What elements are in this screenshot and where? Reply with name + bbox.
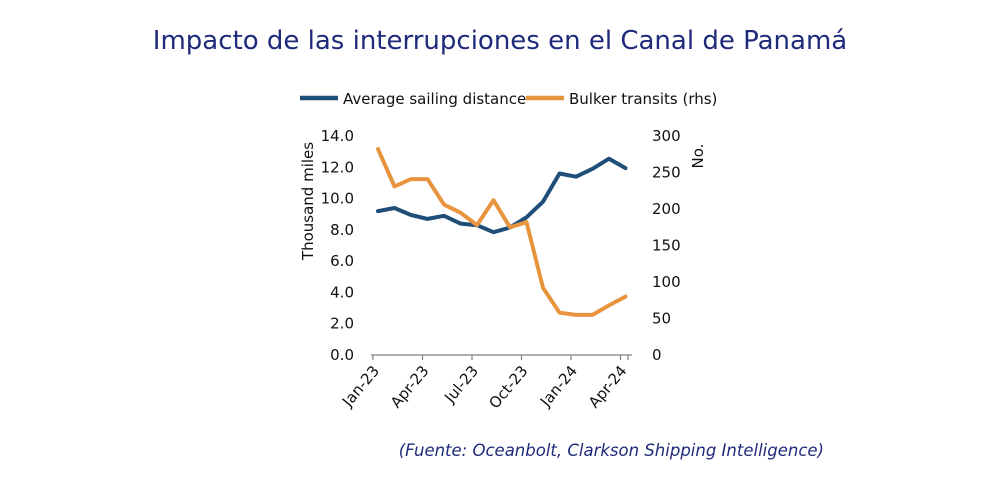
y-left-tick-label: 14.0 [321,127,354,145]
y-right-tick-label: 0 [652,346,662,364]
x-tick-label: Jan-23 [338,362,383,411]
y-left-tick-labels: 0.0 2.0 4.0 6.0 8.0 10.0 12.0 14.0 [321,127,354,364]
y-right-tick-label: 150 [652,237,681,255]
series-line-avg-sailing-distance [376,156,628,235]
y-left-tick-label: 6.0 [330,252,354,270]
source-note: (Fuente: Oceanbolt, Clarkson Shipping In… [398,441,824,460]
y-left-tick-label: 4.0 [330,283,354,301]
legend-label-bulker-transits: Bulker transits (rhs) [569,90,717,108]
series-line-bulker-transits [376,147,628,317]
x-axis-ticks [372,355,629,360]
y-right-tick-label: 100 [652,273,681,291]
y-left-tick-label: 0.0 [330,346,354,364]
y-left-tick-label: 2.0 [330,315,354,333]
x-tick-label: Jul-23 [440,362,482,407]
x-tick-label: Apr-24 [585,362,631,411]
series-lines [376,147,628,317]
y-right-tick-label: 50 [652,310,671,328]
y-left-tick-label: 12.0 [321,158,354,176]
y-left-tick-label: 8.0 [330,221,354,239]
y-right-tick-labels: 0 50 100 150 200 250 300 [652,127,681,364]
legend-label-avg-sailing: Average sailing distance [343,90,526,108]
y-left-axis-label: Thousand miles [299,142,317,261]
x-tick-label: Jan-24 [536,362,581,411]
x-tick-label: Oct-23 [485,362,531,412]
x-tick-label: Apr-23 [387,362,433,411]
y-right-tick-label: 300 [652,127,681,145]
chart-title: Impacto de las interrupciones en el Cana… [152,26,848,56]
y-right-tick-label: 200 [652,200,681,218]
legend: Average sailing distance Bulker transits… [300,90,717,108]
y-right-axis-label: No. [689,144,707,169]
y-left-tick-label: 10.0 [321,190,354,208]
y-right-tick-label: 250 [652,164,681,182]
x-tick-labels: Jan-23 Apr-23 Jul-23 Oct-23 Jan-24 Apr-24 [338,362,631,412]
